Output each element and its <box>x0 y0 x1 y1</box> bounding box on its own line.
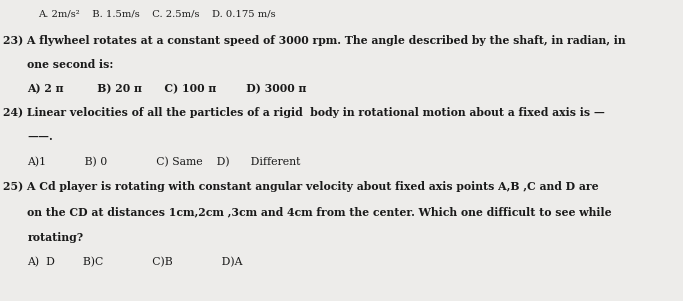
Text: A)1           B) 0              C) Same    D)      Different: A)1 B) 0 C) Same D) Different <box>27 157 301 167</box>
Text: A)  D        B)C              C)B              D)A: A) D B)C C)B D)A <box>27 257 243 268</box>
Text: rotating?: rotating? <box>27 232 83 243</box>
Text: on the CD at distances 1cm,2cm ,3cm and 4cm from the center. Which one difficult: on the CD at distances 1cm,2cm ,3cm and … <box>27 206 612 217</box>
Text: 23) A flywheel rotates at a constant speed of 3000 rpm. The angle described by t: 23) A flywheel rotates at a constant spe… <box>3 35 626 46</box>
Text: one second is:: one second is: <box>27 59 113 70</box>
Text: A) 2 π         B) 20 π      C) 100 π        D) 3000 π: A) 2 π B) 20 π C) 100 π D) 3000 π <box>27 83 307 94</box>
Text: A. 2m/s²    B. 1.5m/s    C. 2.5m/s    D. 0.175 m/s: A. 2m/s² B. 1.5m/s C. 2.5m/s D. 0.175 m/… <box>38 9 275 18</box>
Text: 25) A Cd player is rotating with constant angular velocity about fixed axis poin: 25) A Cd player is rotating with constan… <box>3 181 599 192</box>
Text: 24) Linear velocities of all the particles of a rigid  body in rotational motion: 24) Linear velocities of all the particl… <box>3 107 605 118</box>
Text: ——.: ——. <box>27 131 53 142</box>
